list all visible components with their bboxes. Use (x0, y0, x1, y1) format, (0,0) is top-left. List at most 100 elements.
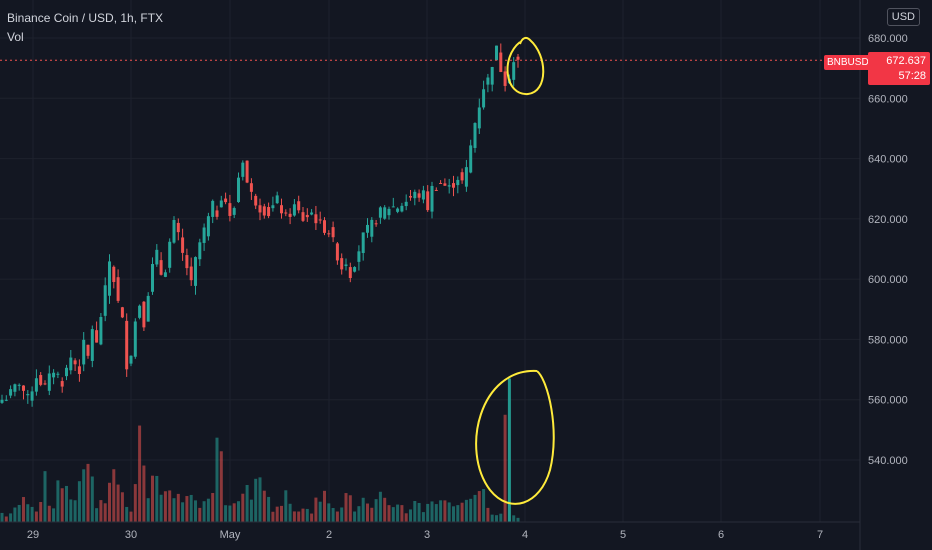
candle-body (391, 206, 395, 208)
volume-bar (499, 513, 503, 522)
candle-body (69, 357, 73, 371)
candle-body (499, 52, 503, 72)
volume-bar (125, 506, 129, 522)
currency-selector[interactable]: USD (886, 8, 920, 26)
candle-body (400, 205, 404, 212)
candle-body (211, 200, 215, 217)
volume-bar (47, 505, 51, 522)
x-tick-label: May (220, 529, 241, 541)
volume-bar (314, 497, 318, 522)
volume-bar (409, 509, 412, 522)
volume-bar (262, 490, 266, 522)
candle-body (82, 339, 86, 365)
candle-body (43, 383, 47, 385)
candle-body (133, 321, 137, 357)
volume-bar (155, 475, 159, 522)
candle-body (249, 183, 253, 192)
volume-bar (159, 494, 163, 522)
volume-bar (237, 501, 240, 522)
y-tick-label: 640.000 (868, 154, 908, 166)
candle-body (288, 213, 292, 217)
volume-bar (142, 465, 146, 522)
candle-body (34, 378, 38, 392)
volume-bar (378, 491, 382, 522)
volume-bar (387, 505, 391, 522)
volume-bar (344, 493, 348, 522)
candle-body (163, 272, 167, 277)
volume-bar (206, 498, 210, 522)
candle-body (486, 77, 490, 85)
y-tick-label: 680.000 (868, 33, 908, 45)
chart-grid (0, 0, 860, 522)
candle-body (108, 261, 111, 296)
volume-bar (417, 502, 421, 522)
candle-body (383, 207, 387, 219)
volume-bar (443, 500, 447, 522)
candle-body (99, 317, 103, 345)
candle-body (168, 241, 172, 268)
y-tick-label: 560.000 (868, 395, 908, 407)
volume-bar (4, 516, 8, 522)
volume-bar (503, 414, 507, 522)
volume-bar (366, 503, 369, 522)
volume-bar (228, 505, 232, 522)
volume-bar (477, 491, 481, 522)
time-axis[interactable]: 29 30 May 2 3 4 5 6 7 (0, 521, 860, 541)
x-tick-label: 2 (326, 529, 332, 541)
candle-body (73, 360, 77, 365)
candle-body (280, 205, 283, 214)
volume-bar (318, 501, 322, 522)
volume-bar (17, 504, 21, 522)
volume-bar (99, 500, 103, 522)
volume-bar (146, 498, 150, 522)
volume-bar (82, 469, 86, 522)
volume-bar (241, 493, 245, 522)
candle-body (228, 203, 232, 216)
volume-bar (370, 507, 374, 522)
volume-bar (331, 508, 335, 522)
volume-bar (469, 498, 473, 522)
x-tick-label: 5 (620, 529, 626, 541)
volume-bar (9, 513, 13, 522)
candle-body (271, 205, 275, 209)
volume-bar (464, 499, 468, 522)
candle-body (155, 249, 159, 265)
volume-bars (0, 378, 520, 522)
volume-bar (327, 503, 331, 522)
price-axis[interactable]: 680.000 660.000 640.000 620.000 600.000 580.0… (859, 0, 908, 550)
x-tick-label: 4 (522, 529, 528, 541)
volume-bar (108, 482, 111, 522)
candlesticks (0, 43, 520, 407)
candle-body (116, 277, 120, 301)
volume-bar (275, 506, 279, 522)
candle-body (258, 205, 262, 213)
candle-body (120, 307, 124, 318)
volume-bar (168, 490, 172, 522)
volume-bar (404, 513, 408, 522)
candle-body (77, 366, 81, 375)
volume-bar (0, 512, 4, 522)
volume-bar (77, 481, 81, 522)
volume-bar (495, 515, 498, 522)
volume-bar (512, 515, 516, 522)
candle-body (335, 243, 339, 261)
candle-body (189, 266, 193, 281)
candle-body (447, 185, 451, 187)
volume-bar (73, 500, 77, 522)
candle-body (353, 267, 357, 272)
volume-bar (202, 501, 206, 522)
candle-body (482, 89, 486, 108)
symbol-tag: BNBUSD (824, 55, 872, 70)
candle-body (56, 373, 60, 375)
candle-body (237, 177, 240, 203)
candle-body (323, 220, 326, 233)
candle-body (224, 198, 228, 203)
volume-label: Vol (7, 30, 24, 44)
volume-bar (151, 475, 154, 522)
volume-bar (185, 496, 189, 522)
candle-body (52, 372, 56, 378)
candle-body (297, 201, 301, 211)
volume-bar (163, 491, 167, 522)
volume-bar (194, 500, 197, 522)
